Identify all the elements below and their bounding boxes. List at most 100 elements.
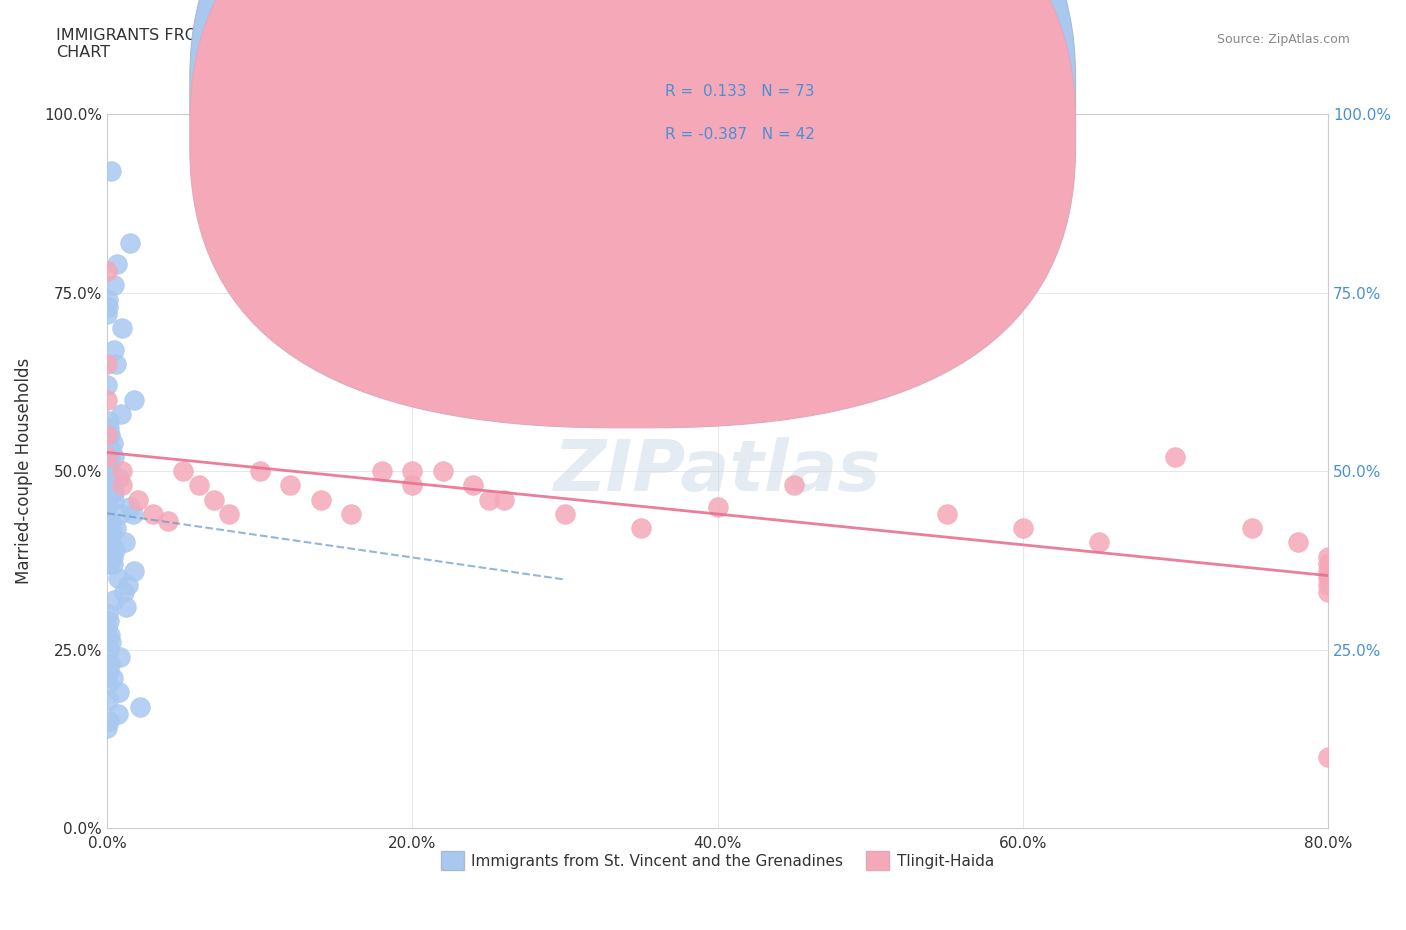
Point (97, 457, 120, 472)
Point (1317, 750, 1340, 764)
Point (107, 471, 129, 485)
Point (1164, 449, 1187, 464)
Point (371, 464, 394, 479)
Point (97, 713, 120, 728)
Point (1286, 535, 1309, 550)
Point (187, 478, 209, 493)
Point (96, 620, 118, 635)
Point (96, 449, 118, 464)
Text: R =  0.133   N = 73: R = 0.133 N = 73 (665, 84, 814, 99)
Legend: Immigrants from St. Vincent and the Grenadines, Tlingit-Haida: Immigrants from St. Vincent and the Gren… (433, 844, 1002, 878)
Point (100, 471, 122, 485)
Point (103, 342, 125, 357)
Point (103, 449, 125, 464)
Point (1088, 535, 1111, 550)
Point (97, 420, 120, 435)
Point (96, 499, 118, 514)
Point (157, 513, 180, 528)
Point (110, 649, 132, 664)
Point (783, 478, 806, 493)
Point (104, 521, 127, 536)
Point (202, 492, 225, 507)
Point (103, 278, 125, 293)
Point (97, 292, 120, 307)
Point (96, 378, 118, 392)
Point (121, 507, 143, 522)
Y-axis label: Married-couple Households: Married-couple Households (15, 358, 32, 584)
Point (115, 599, 138, 614)
Point (478, 492, 501, 507)
Point (97, 414, 120, 429)
Point (142, 507, 165, 522)
Point (554, 507, 576, 522)
Point (630, 521, 652, 536)
Point (98, 449, 121, 464)
Point (401, 464, 423, 479)
Point (218, 507, 240, 522)
Point (1317, 571, 1340, 586)
Point (129, 699, 152, 714)
Point (122, 564, 145, 578)
Point (105, 356, 128, 371)
Point (101, 528, 124, 543)
Point (111, 464, 134, 479)
Point (97, 478, 120, 493)
Point (107, 707, 129, 722)
Point (97, 492, 120, 507)
Point (98, 550, 121, 565)
Point (98, 428, 121, 443)
Point (114, 535, 136, 550)
Point (401, 478, 423, 493)
Point (98, 664, 121, 679)
Point (100, 635, 122, 650)
Point (1317, 585, 1340, 600)
Point (98, 657, 121, 671)
Point (97, 556, 120, 571)
Point (249, 464, 271, 479)
Point (98, 464, 121, 479)
Point (463, 478, 485, 493)
Point (118, 499, 141, 514)
Point (111, 321, 134, 336)
Point (96, 535, 118, 550)
Point (100, 164, 122, 179)
Point (340, 507, 363, 522)
Point (97, 513, 120, 528)
Text: Source: ZipAtlas.com: Source: ZipAtlas.com (1216, 33, 1350, 46)
Point (98, 513, 121, 528)
Point (432, 464, 454, 479)
Point (101, 435, 124, 450)
Point (96, 721, 118, 736)
Point (96, 307, 118, 322)
Point (96, 264, 118, 279)
Point (101, 478, 124, 493)
Point (97, 692, 120, 707)
Text: R = -0.387   N = 42: R = -0.387 N = 42 (665, 127, 815, 142)
Text: ZIPatlas: ZIPatlas (554, 436, 882, 506)
Point (706, 499, 728, 514)
Point (1240, 521, 1263, 536)
Point (101, 550, 124, 565)
Point (101, 556, 124, 571)
Point (97, 428, 120, 443)
Point (107, 571, 129, 586)
Point (97, 606, 120, 621)
Point (108, 685, 131, 700)
Point (100, 464, 122, 479)
Point (97, 299, 120, 314)
Point (309, 492, 332, 507)
Point (122, 392, 145, 407)
Point (97, 678, 120, 693)
Point (100, 521, 122, 536)
Point (103, 492, 125, 507)
Point (96, 485, 118, 500)
Point (98, 542, 121, 557)
Point (110, 406, 132, 421)
Point (97, 614, 120, 629)
Point (97, 528, 120, 543)
Point (103, 485, 125, 500)
Point (127, 492, 149, 507)
Point (105, 257, 128, 272)
Point (1011, 521, 1033, 536)
Point (103, 592, 125, 607)
